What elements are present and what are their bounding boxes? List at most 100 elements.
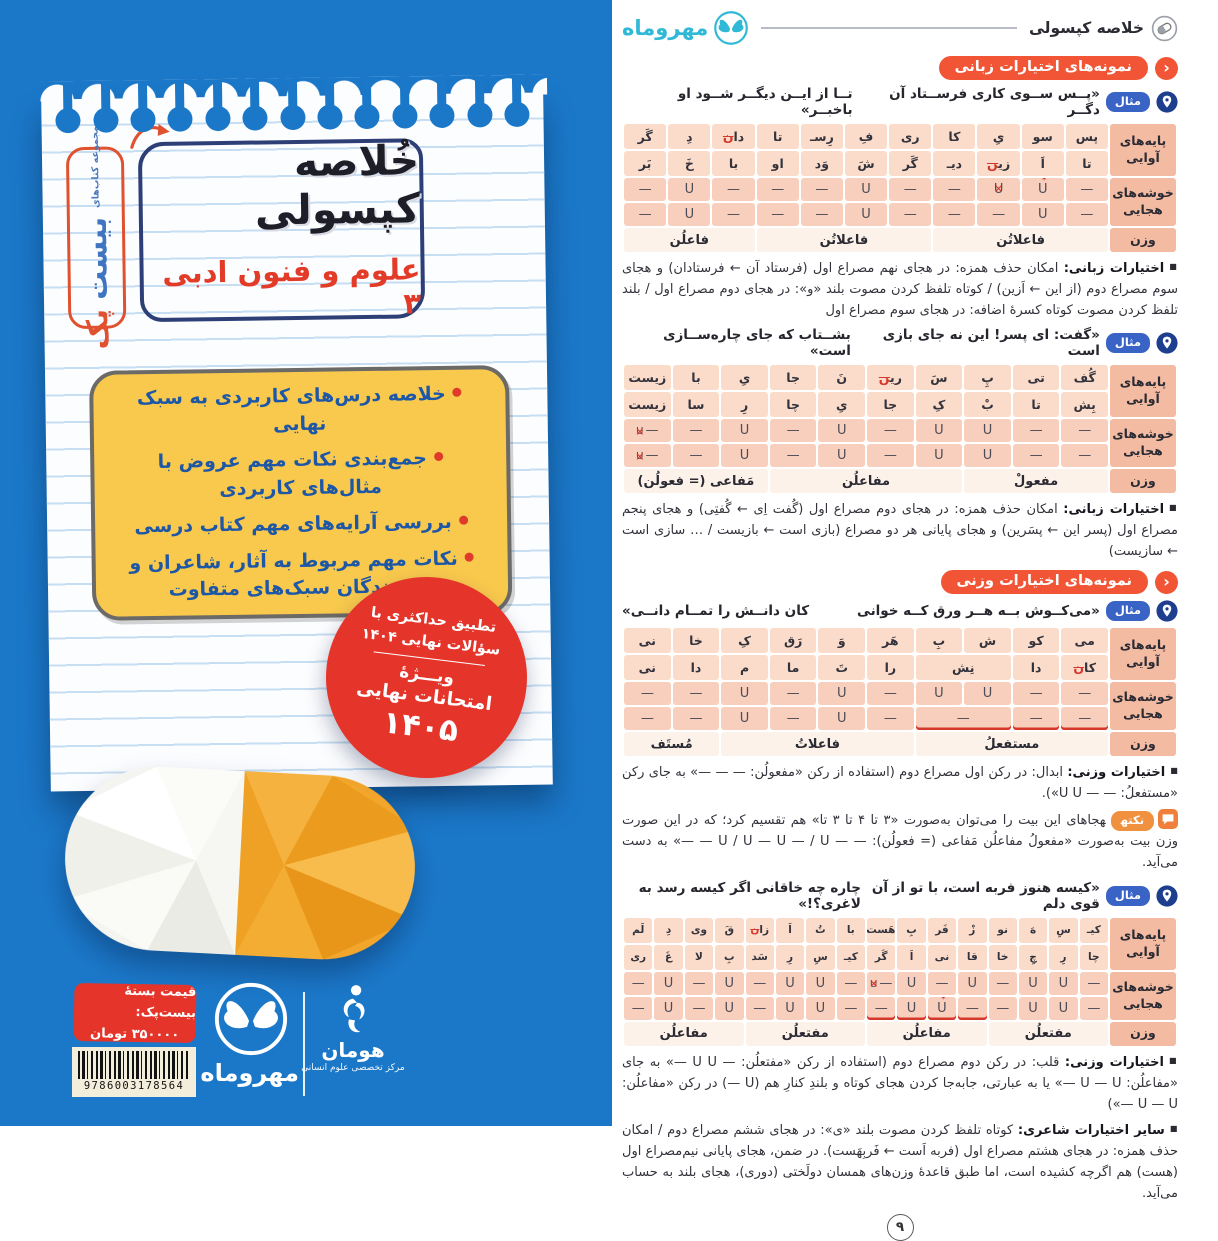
- syl-cell: بْ: [964, 392, 1011, 418]
- scn-cell: U: [818, 707, 866, 731]
- scn-cell: —: [756, 178, 799, 201]
- syl-cell: فِ: [844, 124, 888, 149]
- butterfly-icon: [214, 982, 288, 1056]
- scn-cell: U: [721, 419, 768, 443]
- scn-cell: —: [624, 203, 667, 226]
- weight-cell: مُستَف: [624, 732, 720, 757]
- syl-cell: تا: [1065, 151, 1108, 176]
- syl-cell: اَ: [897, 944, 926, 970]
- scn-cell: —: [624, 682, 671, 706]
- scn-cell: U: [721, 682, 768, 706]
- header-rule: [761, 27, 1017, 29]
- scn-cell: U: [668, 178, 711, 201]
- scn-cell: —: [672, 707, 720, 731]
- syl-cell: رِ: [1049, 944, 1078, 970]
- spiral-hole: [92, 107, 119, 133]
- syl-cell: با: [836, 917, 865, 943]
- paragraph-lead: اختیارات زبانی:: [1063, 261, 1165, 276]
- cover-subtitle: علوم و فنون ادبی ۳: [162, 252, 422, 321]
- scn-cell: U: [721, 707, 768, 731]
- paragraph-lead: اختیارات وزنی:: [1067, 765, 1166, 781]
- scn-cell: —: [769, 707, 817, 731]
- section-badge-metric: ‹ نمونه‌های اختیارات وزنی: [622, 570, 1178, 595]
- scn-cell: —: [745, 996, 774, 1020]
- verse-a: «گفت: ای پسر! این نه جای بازی است: [882, 327, 1100, 360]
- scn-cell: U: [915, 419, 963, 443]
- scn-cell: U: [668, 203, 711, 226]
- page-header-title: خلاصه کپسولی: [1028, 19, 1144, 37]
- weight-cell: مفتعلُن: [745, 1021, 865, 1046]
- scn-cell: U: [964, 682, 1011, 706]
- paragraph-text: امکان حذف همزه: در هجای دوم مصراع اول (گ…: [622, 502, 1178, 560]
- syl-cell: نی: [927, 944, 957, 970]
- barcode: 9786003178564: [72, 1047, 196, 1097]
- cover-title: خُلاصه کپسولی: [254, 136, 421, 235]
- spiral-hole: [205, 105, 231, 132]
- location-pin-icon: [1156, 332, 1178, 354]
- spiral-hole: [317, 104, 343, 130]
- square-bullet: ■: [1169, 1055, 1178, 1065]
- syl-cell: می: [1061, 628, 1108, 654]
- scn-cell: —: [684, 971, 714, 995]
- syl-cell: دِ: [654, 917, 683, 943]
- syl-cell: کان: [1061, 655, 1108, 681]
- example-row: مثال «می‌کــوش بــه هــر ورق کــه خوانی ک…: [622, 600, 1178, 622]
- scn-cell: U: [1049, 996, 1078, 1020]
- row-header: وزن: [1110, 228, 1176, 252]
- scn-cell: —: [769, 682, 817, 706]
- scn-cell: U: [818, 444, 866, 468]
- scn-cell: U: [844, 203, 888, 226]
- verse-b: بشــتاب که جای چاره‌ســازی است»: [663, 327, 851, 360]
- section-title: نمونه‌های اختیارات وزنی: [940, 570, 1148, 595]
- mehromah-wordmark: مهروماه: [200, 1059, 299, 1087]
- paragraph: ■ اختیارات وزنی: قلب: در رکن دوم مصراع دو…: [622, 1052, 1178, 1115]
- location-pin-icon: [1156, 884, 1178, 907]
- scn-cell: U: [654, 971, 683, 995]
- spiral-hole: [279, 104, 306, 131]
- syl-cell: بِ: [715, 944, 744, 970]
- bullet-dot: [433, 452, 443, 462]
- verse-b: چاره چه خاقانی اگر کیسه رسد به لاغری؟!»: [638, 879, 861, 912]
- spiral-hole: [354, 103, 381, 130]
- syl-cell: کیـ: [836, 944, 865, 970]
- human-logo: هومان مرکز تخصصی علوم انسانی: [301, 982, 405, 1073]
- paragraph-lead: اختیارات زبانی:: [1063, 502, 1165, 518]
- location-pin-icon: [1156, 91, 1178, 113]
- syl-cell: سَ: [915, 365, 963, 391]
- book-page: خلاصه کپسولی مهروماه ‹ نمونه‌های اختیارا…: [612, 0, 1218, 1241]
- syl-cell: رِسـ: [800, 124, 843, 149]
- scn-cell: U: [964, 444, 1011, 468]
- spiral-hole: [167, 106, 193, 132]
- syl-cell: ش: [964, 628, 1011, 654]
- scn-cell: —: [1079, 996, 1108, 1020]
- paragraph-lead: سایر اختیارات شاعری:: [1017, 1122, 1165, 1138]
- syl-cell: دان: [712, 124, 755, 149]
- page-header: خلاصه کپسولی مهروماه: [622, 8, 1178, 48]
- syl-cell: جا: [769, 365, 817, 391]
- example-badge: مثال: [1105, 333, 1150, 354]
- example-row: مثال «پــس ســوی کاری فرســتاد آن دگــر ت…: [622, 86, 1178, 118]
- note-text: هجاهای این بیت را می‌توان به‌صورت «۳ تا …: [622, 813, 1178, 871]
- square-bullet: ■: [1169, 503, 1178, 513]
- scn-cell: U ✕: [977, 178, 1020, 201]
- section-badge-linguistic: ‹ نمونه‌های اختیارات زبانی: [622, 56, 1178, 80]
- syl-cell: نو: [988, 917, 1017, 943]
- scn-cell: U: [1018, 996, 1048, 1020]
- pill-icon: [1151, 15, 1178, 41]
- scn-cell: U: [715, 996, 744, 1020]
- title-box: خُلاصه کپسولی علوم و فنون ادبی ۳: [137, 136, 426, 323]
- syl-cell: با: [672, 365, 720, 391]
- scn-cell: —: [867, 419, 914, 443]
- prosody-table: پایه‌های آوایی گُف تی پِ سَ رین نَ جا یِ با زیست بِ…: [622, 363, 1178, 495]
- scn-cell: U: [818, 682, 866, 706]
- syl-cell: شَ: [844, 151, 888, 176]
- paragraph: ■ اختیارات زبانی: امکان حذف همزه: در هجای…: [622, 499, 1178, 562]
- prosody-table-wrap: پایه‌های آوایی گُف تی پِ سَ رین نَ جا یِ با زیست بِ…: [622, 363, 1178, 495]
- row-header: پایه‌های آوایی: [1110, 365, 1176, 418]
- syl-cell: هَست: [867, 917, 896, 943]
- syl-cell: زین: [977, 151, 1020, 176]
- spiral-hole: [242, 105, 268, 131]
- syl-cell: زان: [745, 917, 774, 943]
- row-header: خوشه‌های هجایی: [1110, 178, 1176, 226]
- scn-cell: U: [897, 971, 926, 995]
